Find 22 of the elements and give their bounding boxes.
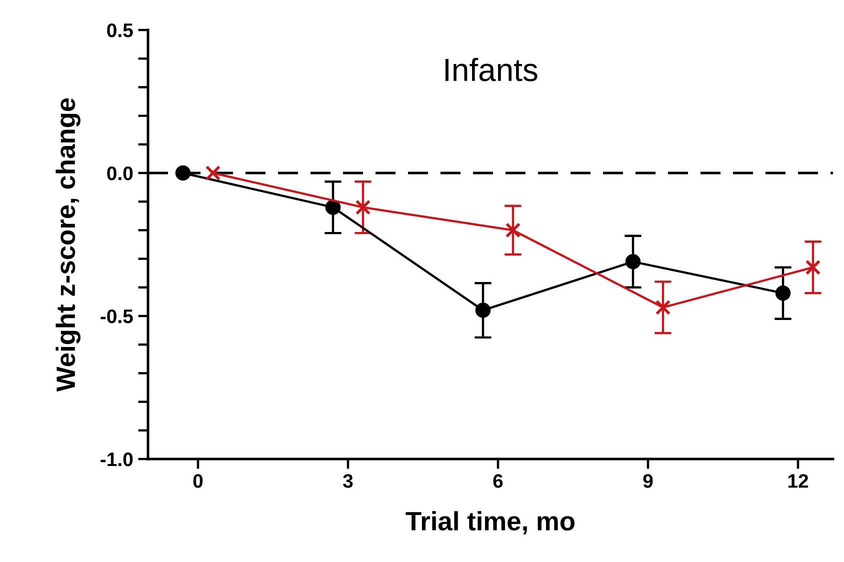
y-tick-label: -0.5 xyxy=(100,309,133,324)
text: Infants xyxy=(446,58,538,82)
point xyxy=(205,165,221,181)
x-tick-label: 3 xyxy=(343,474,353,488)
x-tick-label: 12 xyxy=(788,474,808,488)
x-axis-title: Trial time, mo xyxy=(406,511,575,534)
y-tick-label: 0.0 xyxy=(107,166,133,180)
point xyxy=(355,200,371,215)
y-tick-label: -1.0 xyxy=(100,452,133,466)
point xyxy=(775,285,791,301)
point xyxy=(655,300,671,316)
point xyxy=(505,222,521,238)
point xyxy=(175,165,191,181)
y-axis-title: Weight z-score, change xyxy=(56,98,80,392)
point xyxy=(625,254,641,270)
point xyxy=(325,200,341,215)
x-tick-label: 0 xyxy=(193,474,203,488)
x-tick-label: 9 xyxy=(643,474,653,488)
x-tick-label: 6 xyxy=(493,474,503,488)
y-tick-label: 0.5 xyxy=(107,23,133,38)
point xyxy=(805,260,821,276)
point xyxy=(475,302,491,318)
